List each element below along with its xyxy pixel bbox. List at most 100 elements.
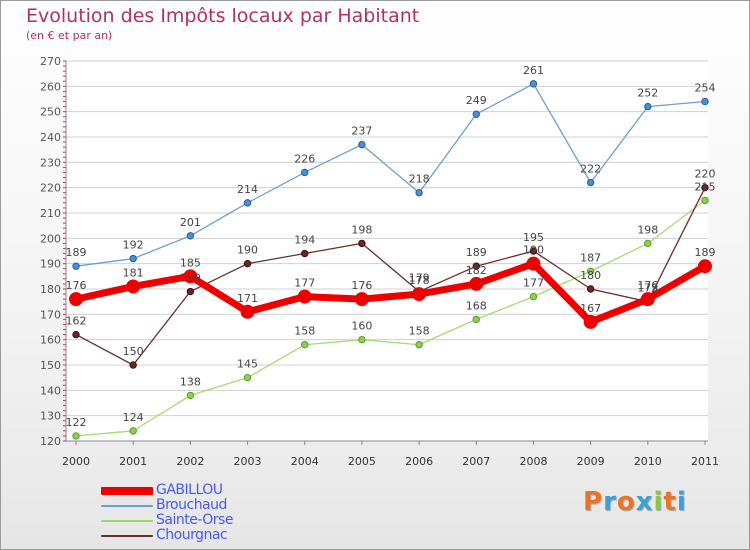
logo-letter: t xyxy=(663,487,677,517)
data-label-brouchaud-2000: 189 xyxy=(66,246,87,259)
data-point-sainte-orse-2000 xyxy=(72,432,80,440)
data-label-gabillou-2000: 176 xyxy=(66,279,87,292)
legend-label-chourgnac: Chourgnac xyxy=(156,527,228,543)
data-point-brouchaud-2004 xyxy=(301,168,309,177)
logo-letter: i xyxy=(676,487,687,517)
legend-label-brouchaud: Brouchaud xyxy=(156,497,227,513)
data-label-brouchaud-2005: 237 xyxy=(351,125,372,138)
x-tick-label-2008: 2008 xyxy=(519,455,547,468)
data-point-gabillou-2008 xyxy=(526,256,541,271)
y-tick-label-190: 190 xyxy=(40,258,61,271)
data-point-chourgnac-2001 xyxy=(129,361,137,369)
data-point-chourgnac-2007 xyxy=(472,262,480,270)
chart-title: Evolution des Impôts locaux par Habitant xyxy=(26,5,420,27)
data-point-sainte-orse-2009 xyxy=(586,267,595,275)
y-tick-label-240: 240 xyxy=(40,131,61,144)
data-point-sainte-orse-2008 xyxy=(529,292,538,301)
data-label-chourgnac-2009: 180 xyxy=(580,269,601,282)
data-point-brouchaud-2007 xyxy=(472,110,480,118)
series-line-sainte-orse xyxy=(75,199,706,437)
x-tick-label-2009: 2009 xyxy=(577,455,605,468)
data-point-sainte-orse-2005 xyxy=(358,335,366,344)
data-point-gabillou-2000 xyxy=(69,292,83,307)
data-label-gabillou-2008: 190 xyxy=(523,244,544,257)
data-point-gabillou-2011 xyxy=(698,259,712,274)
data-point-chourgnac-2004 xyxy=(301,249,309,258)
data-label-brouchaud-2009: 222 xyxy=(580,163,601,176)
x-tick-label-2006: 2006 xyxy=(405,455,433,468)
data-label-sainte-orse-2009: 187 xyxy=(580,251,601,264)
data-point-brouchaud-2000 xyxy=(72,262,80,270)
data-label-gabillou-2007: 182 xyxy=(466,264,487,277)
data-point-chourgnac-2000 xyxy=(72,330,80,339)
legend-swatch-brouchaud xyxy=(101,505,153,507)
data-point-sainte-orse-2002 xyxy=(186,391,195,400)
series-line-brouchaud xyxy=(75,83,706,267)
data-point-chourgnac-2011 xyxy=(701,183,709,192)
y-tick-label-180: 180 xyxy=(40,283,61,296)
data-label-sainte-orse-2008: 177 xyxy=(523,277,544,290)
data-point-gabillou-2002 xyxy=(183,269,198,284)
data-point-chourgnac-2003 xyxy=(243,259,252,268)
data-point-sainte-orse-2003 xyxy=(243,373,252,382)
data-label-brouchaud-2004: 226 xyxy=(294,152,315,165)
data-point-gabillou-2010 xyxy=(640,292,655,307)
legend-swatch-sainte-orse xyxy=(101,520,153,522)
legend-label-sainte-orse: Sainte-Orse xyxy=(156,512,233,528)
data-point-chourgnac-2008 xyxy=(529,247,538,255)
data-point-gabillou-2006 xyxy=(412,287,427,302)
y-tick-label-140: 140 xyxy=(40,384,61,397)
data-label-gabillou-2011: 189 xyxy=(695,246,716,259)
data-label-brouchaud-2011: 254 xyxy=(695,82,716,95)
data-label-brouchaud-2007: 249 xyxy=(466,94,487,107)
logo-letter: i xyxy=(653,487,664,517)
y-tick-label-250: 250 xyxy=(40,106,61,119)
y-tick-label-150: 150 xyxy=(40,359,61,372)
data-label-sainte-orse-2001: 124 xyxy=(123,411,144,424)
data-point-brouchaud-2001 xyxy=(129,254,137,263)
legend-swatch-gabillou xyxy=(101,487,153,495)
x-tick-label-2003: 2003 xyxy=(234,455,262,468)
data-point-sainte-orse-2007 xyxy=(472,315,480,324)
data-label-sainte-orse-2002: 138 xyxy=(180,375,201,388)
data-point-sainte-orse-2010 xyxy=(644,239,652,248)
data-label-chourgnac-2011: 220 xyxy=(695,168,716,181)
data-point-sainte-orse-2006 xyxy=(415,341,423,349)
data-label-gabillou-2006: 178 xyxy=(409,274,430,287)
data-label-chourgnac-2006: 179 xyxy=(409,272,430,285)
data-label-gabillou-2009: 167 xyxy=(580,302,601,315)
data-point-sainte-orse-2001 xyxy=(129,427,137,435)
data-point-brouchaud-2003 xyxy=(243,199,252,207)
logo-letter: o xyxy=(616,487,636,517)
data-label-sainte-orse-2007: 168 xyxy=(466,299,487,312)
data-label-sainte-orse-2010: 198 xyxy=(637,223,658,236)
data-point-brouchaud-2002 xyxy=(186,232,195,240)
data-label-brouchaud-2001: 192 xyxy=(123,239,144,252)
data-label-brouchaud-2003: 214 xyxy=(237,183,258,196)
data-point-brouchaud-2011 xyxy=(701,97,709,106)
series-line-chourgnac xyxy=(75,187,706,366)
logo-letter: r xyxy=(603,487,617,517)
data-point-gabillou-2005 xyxy=(354,292,369,307)
data-label-gabillou-2002: 185 xyxy=(180,256,201,269)
data-label-gabillou-2003: 171 xyxy=(237,292,258,305)
y-tick-label-160: 160 xyxy=(40,334,61,347)
data-point-brouchaud-2006 xyxy=(415,189,423,197)
data-point-brouchaud-2008 xyxy=(529,80,538,88)
data-point-gabillou-2001 xyxy=(126,279,141,294)
series-line-gabillou xyxy=(72,260,709,326)
data-point-sainte-orse-2004 xyxy=(301,341,309,349)
data-label-chourgnac-2007: 189 xyxy=(466,246,487,259)
data-label-sainte-orse-2006: 158 xyxy=(409,325,430,338)
data-label-sainte-orse-2005: 160 xyxy=(351,320,372,333)
data-point-brouchaud-2009 xyxy=(586,178,595,187)
data-label-gabillou-2005: 176 xyxy=(351,279,372,292)
data-point-brouchaud-2010 xyxy=(644,102,652,111)
data-label-chourgnac-2000: 162 xyxy=(66,315,87,328)
data-label-sainte-orse-2011: 215 xyxy=(695,180,716,193)
legend-swatch-chourgnac xyxy=(101,535,153,537)
data-label-chourgnac-2004: 194 xyxy=(294,234,315,247)
x-tick-label-2002: 2002 xyxy=(176,455,204,468)
